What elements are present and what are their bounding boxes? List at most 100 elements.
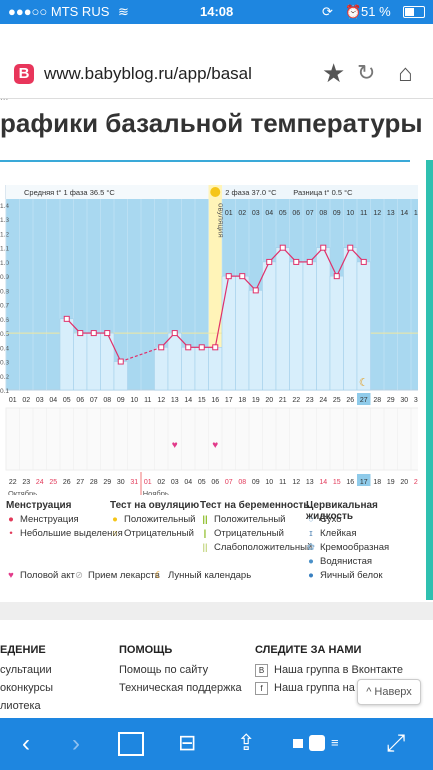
legend-item: ● Яичный белок (306, 570, 382, 581)
cycle-day-label: 01 (9, 397, 17, 404)
legend-item: ɪ Клейкая (306, 528, 356, 539)
forward-icon[interactable]: › (72, 730, 80, 757)
cycle-day-label: 27 (360, 397, 368, 404)
alarm-icon: ⏰ (345, 4, 362, 19)
url-field[interactable]: www.babyblog.ru/app/basal (44, 64, 252, 83)
chevron-up-icon: ^ (366, 686, 375, 698)
cycle-day-label: 20 (265, 397, 273, 404)
temperature-point (333, 273, 340, 280)
home-icon[interactable]: ⌂ (398, 60, 413, 87)
phase2-day-label: 11 (360, 210, 367, 217)
fullscreen-icon[interactable]: ⤢ (386, 730, 406, 757)
double-bar-icon: || (202, 514, 208, 525)
y-tick-label: 0.9 (0, 274, 9, 281)
page-title: рафики базальной температуры (0, 108, 423, 138)
footer-link-vk[interactable]: В Наша группа в Вконтакте (255, 664, 403, 677)
facebook-icon: f (255, 682, 268, 695)
calendar-date-label: 19 (387, 479, 395, 486)
cycle-day-label: 17 (225, 397, 233, 404)
temperature-bar (343, 247, 358, 391)
ovulation-column (208, 185, 222, 390)
cycle-day-label: 10 (130, 397, 138, 404)
footer-header-col1: ЕДЕНИЕ (0, 644, 46, 656)
legend-item: ✿ Кремообразная (307, 542, 390, 553)
phase2-day-label: 09 (333, 210, 341, 217)
y-tick-label: 0.4 (0, 345, 9, 352)
cycle-day-label: 28 (373, 397, 381, 404)
bookmarks-book-icon[interactable]: ⊟ (178, 730, 197, 755)
cycle-day-label: 05 (63, 397, 71, 404)
legend-header-menstruation: Менструация (6, 500, 72, 511)
toggle-knob (309, 735, 325, 751)
reload-icon[interactable]: ↻ (357, 60, 376, 85)
cycle-day-label: 22 (292, 397, 300, 404)
share-icon[interactable]: ⇪ (237, 730, 256, 755)
temperature-line-segment (336, 247, 351, 277)
calendar-date-label: 27 (76, 479, 84, 486)
calendar-date-label: 30 (117, 479, 125, 486)
temperature-line-segment (120, 346, 162, 363)
temperature-point (158, 344, 165, 351)
calendar-date-label: 11 (279, 479, 286, 486)
temperature-point (279, 244, 286, 251)
y-tick-label: 0.8 (0, 288, 9, 295)
phase2-average-label: 2 фаза 37.0 °C (225, 188, 277, 197)
moon-icon: ☾ (154, 570, 164, 581)
phase2-day-label: 07 (306, 210, 314, 217)
temperature-bar (316, 247, 331, 391)
cycle-day-label: 30 (400, 397, 408, 404)
cycle-day-label: 23 (306, 397, 314, 404)
phase2-day-label: 14 (400, 210, 408, 217)
temperature-line-segment (214, 276, 230, 348)
basal-temperature-chart: овуляция Средняя t° 1 фаза 36.5 °C 2 фаза … (0, 184, 426, 605)
phase2-day-label: 12 (373, 210, 381, 217)
temperature-bar (235, 275, 250, 391)
calendar-date-label: 12 (292, 479, 300, 486)
small-drop-icon: • (9, 528, 13, 539)
cycle-day-label: 15 (198, 397, 206, 404)
calendar-date-label: 21 (414, 479, 418, 486)
cycle-day-label: 18 (238, 397, 246, 404)
temperature-bar (356, 261, 371, 391)
legend-item: ⊘ Прием лекарств (75, 570, 160, 581)
back-icon[interactable]: ‹ (22, 730, 30, 757)
temperature-bar (275, 247, 290, 391)
calendar-date-label: 09 (252, 479, 260, 486)
temperature-bar (289, 261, 304, 391)
temperature-line-segment (255, 261, 270, 291)
temperature-point (293, 258, 300, 265)
filled-circle-icon: ● (112, 514, 118, 525)
chart-svg: овуляция Средняя t° 1 фаза 36.5 °C 2 фаза … (0, 184, 426, 498)
notes-area (5, 407, 425, 471)
bookmark-star-icon[interactable]: ★ (322, 58, 346, 88)
breadcrumb[interactable]: ... (0, 92, 9, 103)
site-logo-icon: B (14, 64, 34, 84)
highlight-day-box (357, 393, 371, 405)
temperature-bar (181, 347, 196, 391)
legend-item: | Отрицательный (200, 528, 284, 539)
footer-link[interactable]: сультации (0, 664, 52, 676)
cycle-day-label: 13 (171, 397, 179, 404)
moon-icon: ☾ (359, 377, 369, 389)
calendar-date-label: 18 (373, 479, 381, 486)
footer-link-fb[interactable]: f Наша группа на Фей (255, 682, 379, 695)
footer-link[interactable]: Техническая поддержка (119, 682, 242, 694)
y-tick-label: 0.5 (0, 331, 9, 338)
reader-toggle[interactable]: ≡ (293, 735, 343, 753)
footer-link[interactable]: лиотека (0, 700, 41, 712)
footer-header-follow: СЛЕДИТЕ ЗА НАМИ (255, 644, 362, 656)
legend-item: ○ Отрицательный (110, 528, 194, 539)
drop-icon: ● (8, 514, 14, 525)
back-to-top-button[interactable]: ^ Наверх (357, 679, 421, 705)
legend-item: ○ Сухо (306, 514, 341, 525)
cycle-day-label: 19 (252, 397, 260, 404)
empty-circle-icon: ○ (112, 528, 118, 539)
footer-link[interactable]: Помощь по сайту (119, 664, 209, 676)
legend-header-ovulation-test: Тест на овуляцию (110, 500, 200, 511)
clock: 14:08 (200, 4, 234, 19)
legend-item: ● Менструация (6, 514, 79, 525)
tabs-icon[interactable] (118, 732, 144, 756)
cycle-day-label: 07 (90, 397, 98, 404)
temperature-point (90, 330, 97, 337)
footer-link[interactable]: оконкурсы (0, 682, 54, 694)
